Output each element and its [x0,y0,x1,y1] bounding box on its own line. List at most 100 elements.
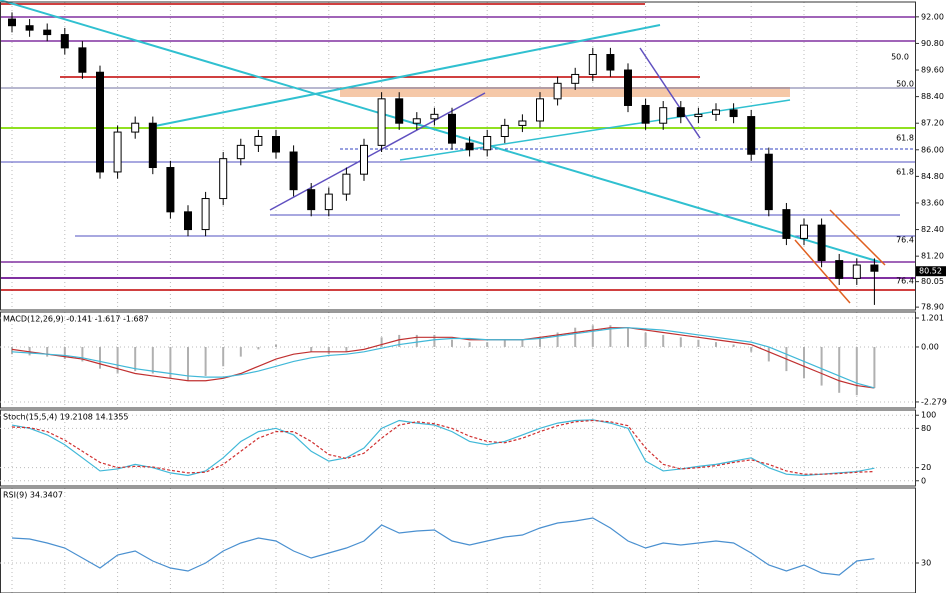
channel-line [829,209,886,266]
y-tick-label: -2.279 [921,397,947,406]
trend-line [149,24,661,128]
trend-line [639,47,701,139]
y-tick-label: 1.201 [921,314,944,323]
candle-body [676,107,685,118]
y-tick-label: 0.00 [921,342,939,351]
candle-body [430,113,439,120]
drawing-objects: 50.0 50.0 61.8 61.8 76.4 76.4 [0,0,915,304]
candle-body [43,29,52,36]
trend-line [399,99,791,161]
y-tick-label: 89.60 [921,66,944,75]
y-tick-label: 20 [921,463,931,472]
zone [340,87,790,97]
y-tick-label: 30 [921,559,931,568]
candle-body [96,71,104,173]
candle-body [870,264,879,272]
candle-body [624,69,632,106]
candle-body [835,260,844,279]
candle-body [500,124,509,138]
candle-body [395,98,404,124]
candle-body [377,98,386,146]
trend-line [0,0,881,263]
panel-frame [0,409,916,487]
candle-body [817,224,826,262]
candle-body [113,131,122,173]
candle-body [483,136,492,151]
candle-body [465,142,474,151]
panel-frame [0,487,916,593]
candle-body [219,158,228,200]
panel-frame [0,311,916,409]
fibo-label: 61.8 [896,168,914,177]
y-tick-label: 81.20 [921,252,944,261]
candle-body [764,153,773,211]
candle-body [324,193,333,211]
candle-body [412,118,421,124]
indicator-line [11,327,875,389]
indicator-line [11,327,875,389]
candle-body [236,144,245,160]
candle-body [25,25,34,31]
fibo-label: 50.0 [891,53,909,62]
candle-body [360,144,368,175]
y-tick-label: 87.20 [921,119,944,128]
fibo-label: 50.0 [896,80,914,89]
y-tick-label: 88.40 [921,92,944,101]
candle-body [289,151,298,191]
candle-body [8,18,16,27]
candle-body [518,120,527,126]
y-tick-label: 84.80 [921,172,944,181]
candle-body [729,109,738,118]
candle-body [272,136,280,153]
candle-body [307,189,316,211]
candle-body [131,122,140,133]
panel-title: MACD(12,26,9) -0.141 -1.617 -1.687 [3,315,149,324]
y-tick-label: 80 [921,424,931,433]
last-price-box [916,266,946,277]
fibo-label: 76.4 [896,277,914,286]
fibo-label: 61.8 [896,134,914,143]
candle-body [201,198,210,231]
indicator-line [11,517,875,576]
candle-body [184,211,192,231]
candle-body [782,209,791,239]
candle-body [60,34,69,49]
candle-body [588,54,597,75]
trend-line [269,92,486,211]
y-tick-label: 83.60 [921,198,944,207]
candle-body [342,173,351,195]
last-price-label: 80.52 [919,267,942,276]
y-tick-label: 90.80 [921,39,944,48]
panel-title: RSI(9) 34.3407 [3,491,63,500]
y-tick-label: 0 [921,476,926,485]
candle-body [254,136,263,146]
y-tick-label: 82.40 [921,225,944,234]
candle-body [78,47,87,73]
candle-body [800,224,808,239]
candle-body [641,104,650,124]
panel-frame [0,1,916,311]
candle-body [536,98,544,122]
panel-title: Stoch(15,5,4) 19.2108 14.1355 [3,413,129,422]
candle-body [553,82,562,100]
candle-body [694,113,703,118]
candle-body [448,113,456,144]
candle-body [166,167,175,213]
y-tick-label: 86.00 [921,145,944,154]
y-tick-label: 80.05 [921,277,944,286]
channel-line [794,239,851,304]
y-tick-label: 92.00 [921,12,944,21]
fibo-label: 76.4 [896,236,914,245]
candle-body [571,73,580,84]
candle-body [659,107,668,124]
candle-body [852,264,861,279]
candle-body [712,109,720,115]
candle-body [606,54,615,71]
indicator-line [11,419,875,477]
y-tick-label: 78.90 [921,303,944,312]
indicator-line [11,419,875,475]
y-tick-label: 100 [921,411,936,420]
candle-body [747,116,756,155]
candle-body [148,122,157,169]
